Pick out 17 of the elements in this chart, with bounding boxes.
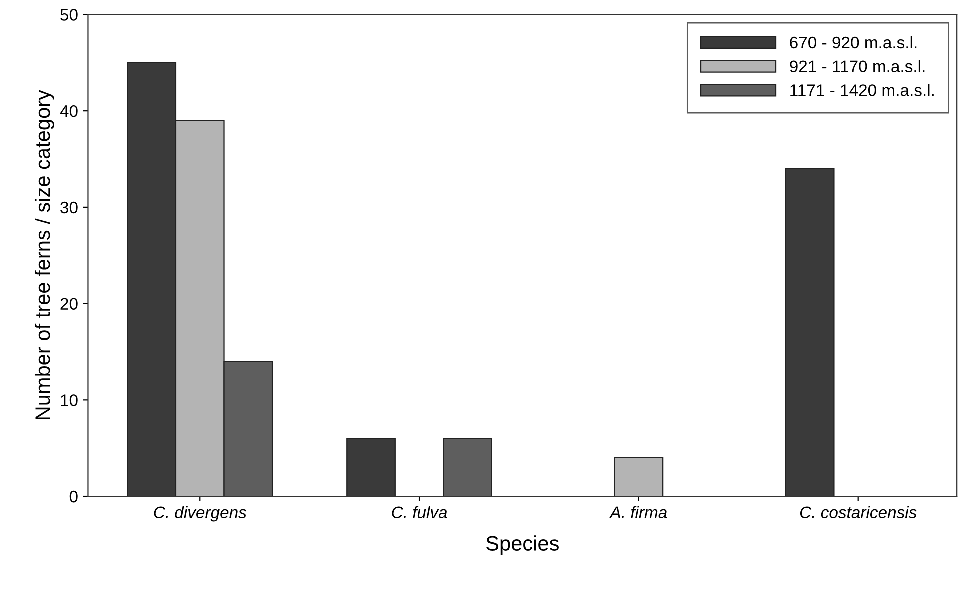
y-tick-label: 20 [60, 298, 78, 310]
x-tick-label: C. fulva [392, 506, 448, 518]
y-tick-label: 50 [60, 9, 78, 21]
y-tick-label: 10 [61, 394, 78, 406]
legend-label: 921 - 1170 m.a.s.l. [790, 60, 925, 73]
x-tick-label: A. firma [609, 506, 668, 518]
bar [614, 457, 664, 497]
y-tick-label: 40 [60, 105, 78, 118]
legend-label: 670 - 920 m.a.s.l. [790, 36, 917, 49]
legend-label: 1171 - 1420 m.a.s.l. [790, 84, 934, 96]
x-tick-label: C. costaricensis [800, 506, 917, 518]
y-tick-label: 30 [60, 202, 78, 214]
x-axis-title: Species [486, 536, 559, 556]
bar [443, 438, 492, 497]
y-tick-label: 0 [70, 490, 78, 503]
y-axis-title: Number of tree ferns / size category [34, 90, 54, 420]
x-tick-label: C. divergens [154, 506, 247, 522]
